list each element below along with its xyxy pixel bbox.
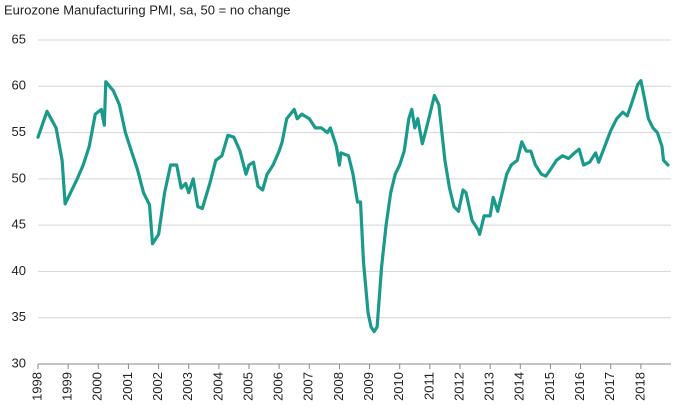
y-tick-label: 55 — [12, 124, 26, 139]
x-tick-label: 1999 — [60, 372, 75, 401]
x-tick-label: 2001 — [120, 372, 135, 401]
x-tick-label: 2011 — [421, 372, 436, 400]
y-tick-label: 30 — [12, 355, 26, 370]
x-tick-label: 2013 — [482, 372, 497, 401]
x-tick-label: 2006 — [271, 372, 286, 401]
line-series — [36, 79, 670, 334]
y-tick-label: 45 — [12, 217, 26, 232]
y-tick-label: 65 — [12, 31, 26, 46]
x-tick-label: 2017 — [602, 372, 617, 401]
y-tick-label: 35 — [12, 309, 26, 324]
x-tick-label: 2014 — [512, 372, 527, 401]
x-tick-label: 1998 — [29, 372, 44, 401]
x-tick-label: 2015 — [542, 372, 557, 401]
y-tick-label: 60 — [12, 78, 26, 93]
x-tick-label: 2007 — [301, 372, 316, 401]
x-tick-label: 2018 — [632, 372, 647, 401]
x-tick-label: 2003 — [180, 372, 195, 401]
x-tick-label: 2016 — [572, 372, 587, 401]
x-tick-label: 2008 — [331, 372, 346, 401]
chart-title: Eurozone Manufacturing PMI, sa, 50 = no … — [4, 2, 291, 17]
x-tick-label: 2009 — [361, 372, 376, 401]
x-tick-label: 2012 — [451, 372, 466, 401]
x-tick-label: 2005 — [240, 372, 255, 401]
x-tick-label: 2010 — [391, 372, 406, 401]
y-tick-label: 40 — [12, 263, 26, 278]
x-tick-label: 2000 — [90, 372, 105, 401]
y-tick-label: 50 — [12, 170, 26, 185]
x-tick-label: 2004 — [210, 372, 225, 401]
x-tick-label: 2002 — [150, 372, 165, 401]
